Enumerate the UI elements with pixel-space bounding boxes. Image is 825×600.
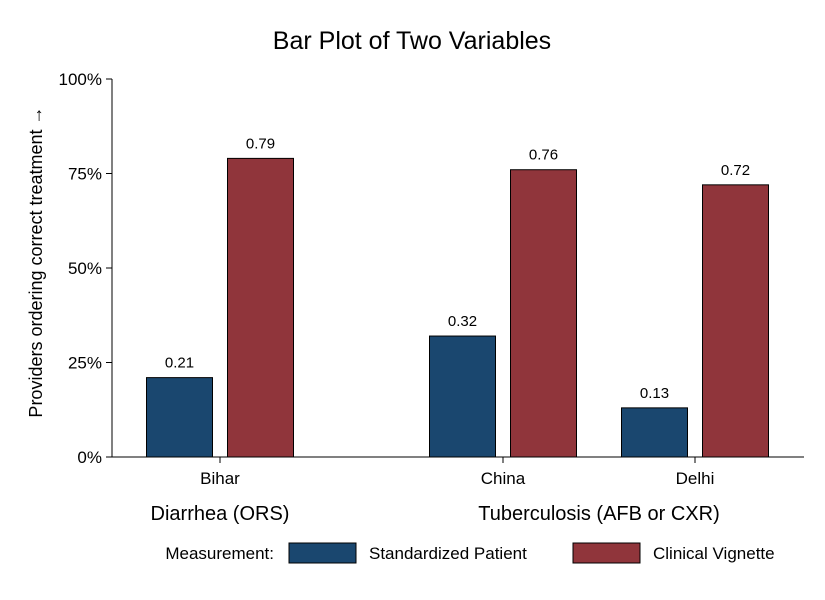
- bar: [510, 169, 577, 458]
- y-tick-label: 25%: [68, 354, 102, 373]
- legend: Measurement: Standardized Patient Clinical…: [165, 542, 775, 564]
- bar: [621, 407, 688, 458]
- legend-entry: Standardized Patient: [369, 544, 527, 563]
- category-labels: Bihar China Delhi Diarrhea (ORS) Tuberculosi…: [151, 457, 720, 525]
- bar: [702, 184, 769, 458]
- category-label: Delhi: [676, 469, 715, 488]
- bar-value-label: 0.72: [721, 162, 750, 179]
- bar: [429, 335, 496, 458]
- bar: [146, 377, 213, 458]
- bar-value-label: 0.76: [529, 147, 558, 164]
- group-label: Tuberculosis (AFB or CXR): [478, 503, 720, 525]
- bar-value-label: 0.13: [640, 385, 669, 402]
- y-tick-label: 100%: [59, 70, 102, 89]
- bar-value-label: 0.79: [246, 135, 275, 152]
- category-label: Bihar: [200, 469, 240, 488]
- legend-swatch: [288, 542, 357, 564]
- category-label: China: [481, 469, 526, 488]
- legend-title: Measurement:: [165, 544, 274, 563]
- legend-swatch: [572, 542, 641, 564]
- y-tick-label: 0%: [77, 448, 102, 467]
- y-tick-label: 50%: [68, 259, 102, 278]
- legend-entry: Clinical Vignette: [653, 544, 775, 563]
- bar: [227, 157, 294, 458]
- chart-title: Bar Plot of Two Variables: [273, 27, 551, 55]
- bar-value-label: 0.21: [165, 355, 194, 372]
- group-label: Diarrhea (ORS): [151, 503, 290, 525]
- y-axis-label: Providers ordering correct treatment →: [26, 106, 46, 417]
- bars: 0.21 0.32 0.13 0.79 0.76 0.72: [146, 135, 769, 458]
- y-tick-label: 75%: [68, 165, 102, 184]
- bar-value-label: 0.32: [448, 313, 477, 330]
